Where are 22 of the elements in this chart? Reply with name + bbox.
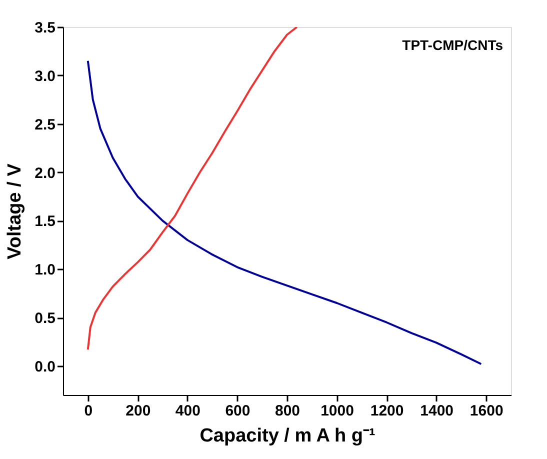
x-tick-label: 1200 <box>370 402 404 420</box>
y-tick-label: 1.0 <box>34 262 56 279</box>
y-tick-label: 2.0 <box>34 164 56 182</box>
y-tick-label: 1.5 <box>34 213 56 230</box>
y-tick-label: 3.5 <box>34 20 56 36</box>
line-series <box>86 27 298 350</box>
x-tick-label: 600 <box>225 402 250 420</box>
x-tick-label: 400 <box>175 402 200 420</box>
y-tick-label: 3.0 <box>34 68 56 85</box>
annotation: TPT-CMP/CNTs <box>402 37 504 53</box>
y-axis-title: Voltage / V <box>4 163 26 260</box>
x-tick-label: 1400 <box>420 402 454 420</box>
x-axis-title: Capacity / m A h g⁻¹ <box>200 426 376 446</box>
x-tick-label: 1000 <box>320 402 354 420</box>
x-tick-label: 800 <box>274 402 300 420</box>
y-tick-label: 0.5 <box>34 310 56 328</box>
y-tick-label: 0.0 <box>34 358 56 376</box>
x-tick-label: 0 <box>84 402 93 420</box>
y-tick-label: 2.5 <box>34 116 56 134</box>
line-series <box>86 60 482 366</box>
x-tick-label: 200 <box>126 402 151 420</box>
x-tick-label: 1600 <box>470 402 504 420</box>
